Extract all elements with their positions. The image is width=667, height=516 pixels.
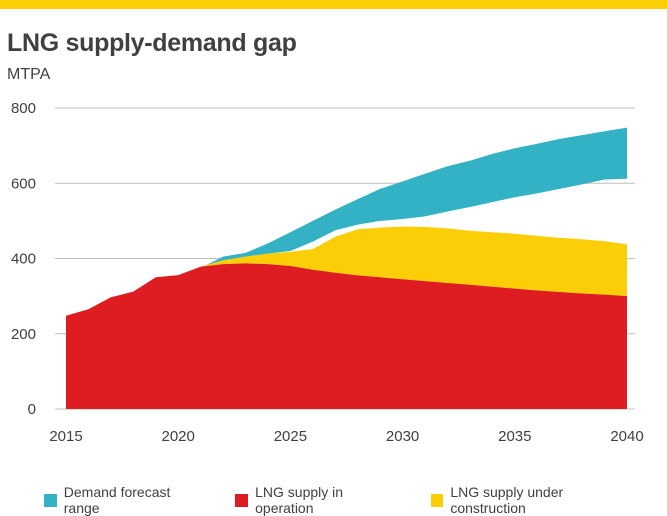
series-lng-supply-under-construction xyxy=(200,226,627,297)
y-tick-label: 0 xyxy=(28,401,36,418)
legend-swatch-construction xyxy=(430,493,444,507)
legend-item-demand: Demand forecast range xyxy=(44,484,207,516)
y-tick-label: 600 xyxy=(11,175,36,192)
top-accent-bar xyxy=(0,0,667,9)
series-demand-forecast-range xyxy=(200,127,627,268)
legend-swatch-demand xyxy=(44,493,57,507)
x-tick-label: 2040 xyxy=(610,428,643,445)
series-lng-supply-in-operation xyxy=(66,263,627,409)
y-tick-label: 400 xyxy=(11,251,36,268)
x-tick-label: 2015 xyxy=(49,428,82,445)
legend-label-construction: LNG supply under construction xyxy=(450,484,564,516)
x-tick-label: 2035 xyxy=(498,428,531,445)
x-tick-label: 2025 xyxy=(274,428,307,445)
legend: Demand forecast range LNG supply in oper… xyxy=(44,484,667,516)
y-tick-label: 800 xyxy=(11,100,36,117)
legend-label-operation: LNG supply in operation xyxy=(255,484,344,516)
x-tick-label: 2020 xyxy=(162,428,195,445)
y-tick-label: 200 xyxy=(11,326,36,343)
legend-item-construction: LNG supply under construction xyxy=(430,484,639,516)
x-tick-label: 2030 xyxy=(386,428,419,445)
chart-title: LNG supply-demand gap xyxy=(7,29,297,57)
y-axis-unit: MTPA xyxy=(7,66,51,83)
legend-item-operation: LNG supply in operation xyxy=(235,484,402,516)
legend-label-demand: Demand forecast range xyxy=(63,484,171,516)
legend-swatch-operation xyxy=(235,493,249,507)
area-chart: 0 200 400 600 800 2015 2020 2025 2030 2035 2040 xyxy=(11,100,644,445)
